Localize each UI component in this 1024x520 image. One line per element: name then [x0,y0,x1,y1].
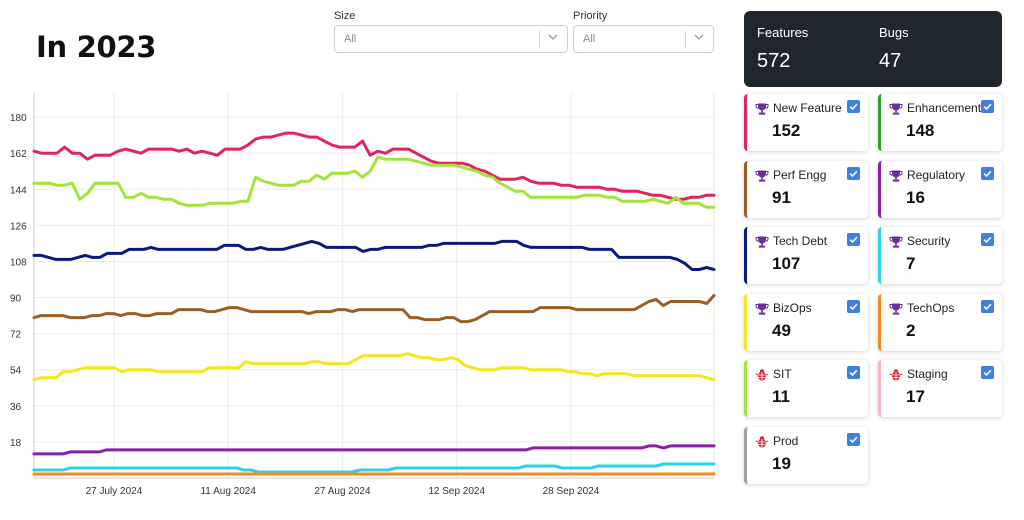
bugs-count: 47 [879,50,902,72]
priority-select[interactable]: All [573,25,714,53]
trophy-icon [889,302,903,316]
series-card[interactable]: Prod 19 [744,426,868,484]
chevron-down-icon[interactable] [693,31,705,43]
page-title: In 2023 [36,30,157,64]
series-card[interactable]: Enhancement 148 [878,94,1002,151]
series-card-label: Prod [773,433,799,448]
size-filter-label: Size [334,10,356,22]
x-tick-label: 27 Aug 2024 [314,486,371,497]
series-card[interactable]: Tech Debt 107 [744,227,868,284]
features-label: Features [757,25,809,40]
series-checkbox[interactable] [847,299,860,313]
line-chart: 18 36 54 72 90 108 126 144 162 180 27 July 2024 11 … [10,93,716,497]
series-card-count: 16 [906,187,925,207]
bugs-label: Bugs [879,25,909,40]
x-tick-label: 28 Sep 2024 [543,486,600,497]
series-card[interactable]: Security 7 [878,227,1002,284]
series-card-count: 107 [772,254,801,273]
y-tick-label: 180 [10,113,27,124]
bug-icon [889,368,903,382]
series-card[interactable]: TechOps 2 [878,293,1002,351]
y-tick-label: 54 [10,366,22,377]
y-tick-label: 72 [10,330,22,341]
y-tick-label: 18 [10,438,22,449]
priority-filter-label: Priority [573,10,608,22]
series-line [32,239,716,271]
x-tick-label: 12 Sep 2024 [428,486,485,497]
series-card-label: New Feature [773,101,842,115]
series-card[interactable]: SIT 11 [744,360,868,417]
priority-select-separator [685,31,686,48]
series-card-label: BizOps [773,300,812,315]
series-card-label: Staging [907,367,948,381]
series-line [32,462,716,474]
y-tick-label: 108 [10,257,27,268]
series-card[interactable]: Staging 17 [878,360,1002,417]
series-checkbox[interactable] [847,366,860,379]
y-tick-label: 162 [10,149,27,160]
series-line [32,294,716,324]
series-card[interactable]: New Feature 152 [744,94,868,151]
priority-filter: Priority All [573,10,714,53]
bugs-summary: Bugs 47 [879,25,909,73]
x-tick-label: 27 July 2024 [86,486,143,497]
size-select-separator [539,31,540,48]
series-checkbox[interactable] [981,366,994,379]
series-card-count: 49 [772,320,791,340]
trophy-icon [755,169,769,183]
series-card[interactable]: BizOps 49 [744,293,868,351]
priority-select-value: All [583,33,596,45]
trophy-icon [889,235,903,249]
series-card-label: Security [907,234,951,248]
y-tick-label: 90 [10,294,22,305]
series-card-label: Perf Engg [773,167,827,182]
size-select-value: All [344,33,357,45]
series-card-label: Enhancement [907,101,982,115]
trophy-icon [889,102,903,116]
trophy-icon [755,235,769,249]
series-line [32,444,716,456]
series-checkbox[interactable] [981,299,994,313]
series-card[interactable]: Perf Engg 91 [744,160,868,218]
series-checkbox[interactable] [981,166,994,180]
trophy-icon [889,169,903,183]
series-card-count: 152 [772,121,801,140]
bug-icon [755,368,769,382]
x-tick-label: 11 Aug 2024 [200,486,256,497]
features-summary: Features 572 [757,25,808,73]
trophy-icon [755,302,769,316]
bug-icon [755,435,769,449]
summary-panel: Features 572 Bugs 47 [744,11,1002,87]
series-card-count: 2 [906,320,916,340]
series-checkbox[interactable] [847,432,860,446]
trophy-icon [755,102,769,116]
series-card-count: 17 [906,387,925,406]
series-line [32,352,716,382]
series-card-count: 91 [772,187,791,207]
series-card[interactable]: Regulatory 16 [878,160,1002,218]
y-tick-label: 144 [10,185,27,196]
series-card-count: 7 [906,254,916,273]
series-checkbox[interactable] [981,100,994,113]
series-card-count: 11 [772,387,790,406]
series-card-label: SIT [773,367,792,381]
y-tick-label: 36 [10,402,22,413]
series-line [32,155,716,209]
series-checkbox[interactable] [847,233,860,246]
y-tick-label: 126 [10,221,27,232]
size-filter: Size All [334,10,568,53]
series-card-label: TechOps [907,300,955,315]
series-line [32,131,716,201]
chevron-down-icon[interactable] [547,31,559,43]
series-checkbox[interactable] [981,233,994,246]
features-count: 572 [757,50,791,72]
series-card-label: Tech Debt [773,234,828,248]
series-card-count: 19 [772,453,791,473]
series-card-count: 148 [906,121,935,140]
series-checkbox[interactable] [847,100,860,113]
series-card-label: Regulatory [907,167,966,182]
size-select[interactable]: All [334,25,568,53]
series-checkbox[interactable] [847,166,860,180]
